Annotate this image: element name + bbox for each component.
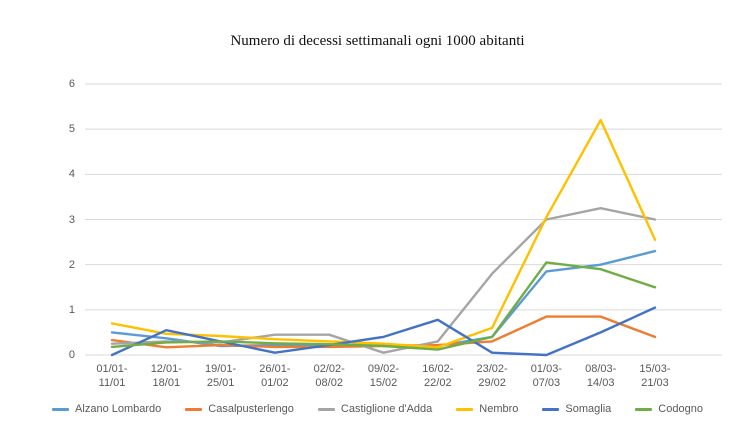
x-axis-tick-9: 01/03- 07/03 [530, 363, 562, 389]
legend-label: Casalpusterlengo [208, 403, 294, 415]
legend-item-casalpusterlengo[interactable]: Casalpusterlengo [185, 403, 294, 415]
legend-swatch-somaglia [542, 407, 560, 411]
y-axis-tick-2: 2 [68, 258, 75, 271]
legend-item-codogno[interactable]: Codogno [635, 403, 703, 415]
x-axis-tick-2: 12/01- 18/01 [150, 363, 182, 389]
y-axis-tick-0: 0 [68, 349, 75, 361]
legend-swatch-alzano-lombardo [52, 407, 70, 411]
x-axis-tick-11: 15/03- 21/03 [639, 363, 671, 389]
legend-item-somaglia[interactable]: Somaglia [542, 403, 611, 415]
y-axis-tick-3: 3 [68, 213, 75, 226]
legend-swatch-castiglione-d-adda [317, 407, 335, 411]
legend-label: Alzano Lombardo [75, 403, 162, 415]
chart-legend: Alzano Lombardo Casalpusterlengo Castiglio… [0, 403, 755, 415]
legend-item-castiglione-d-adda[interactable]: Castiglione d'Adda [317, 403, 433, 415]
legend-label: Castiglione d'Adda [340, 403, 433, 415]
x-axis-tick-5: 02/02- 08/02 [313, 363, 345, 389]
chart-title: Numero di decessi settimanali ogni 1000 … [230, 33, 525, 49]
series-line-castiglione-d-adda [110, 206, 657, 354]
legend-label: Somaglia [565, 403, 612, 415]
series-line-codogno [110, 261, 657, 351]
x-axis-tick-4: 26/01- 01/02 [259, 363, 291, 389]
y-axis-tick-5: 5 [68, 123, 75, 136]
y-axis-tick-6: 6 [68, 78, 75, 90]
x-axis-tick-3: 19/01- 25/01 [204, 363, 237, 389]
legend-swatch-nembro [456, 407, 474, 411]
x-axis-tick-8: 23/02- 29/02 [476, 363, 508, 389]
x-axis-tick-7: 16/02- 22/02 [422, 363, 454, 389]
x-axis-tick-6: 09/02- 15/02 [367, 363, 400, 389]
legend-item-alzano-lombardo[interactable]: Alzano Lombardo [52, 403, 161, 415]
legend-swatch-casalpusterlengo [185, 407, 203, 411]
series-line-somaglia [110, 306, 657, 357]
y-axis-tick-1: 1 [68, 303, 75, 316]
legend-label: Codogno [658, 403, 703, 415]
series-line-nembro [110, 118, 657, 349]
legend-label: Nembro [479, 403, 519, 415]
x-axis-tick-10: 08/03- 14/03 [585, 363, 617, 389]
y-axis-tick-4: 4 [68, 168, 75, 181]
legend-swatch-codogno [635, 407, 653, 411]
legend-item-nembro[interactable]: Nembro [456, 403, 518, 415]
x-axis-tick-1: 01/01- 11/01 [96, 363, 128, 389]
